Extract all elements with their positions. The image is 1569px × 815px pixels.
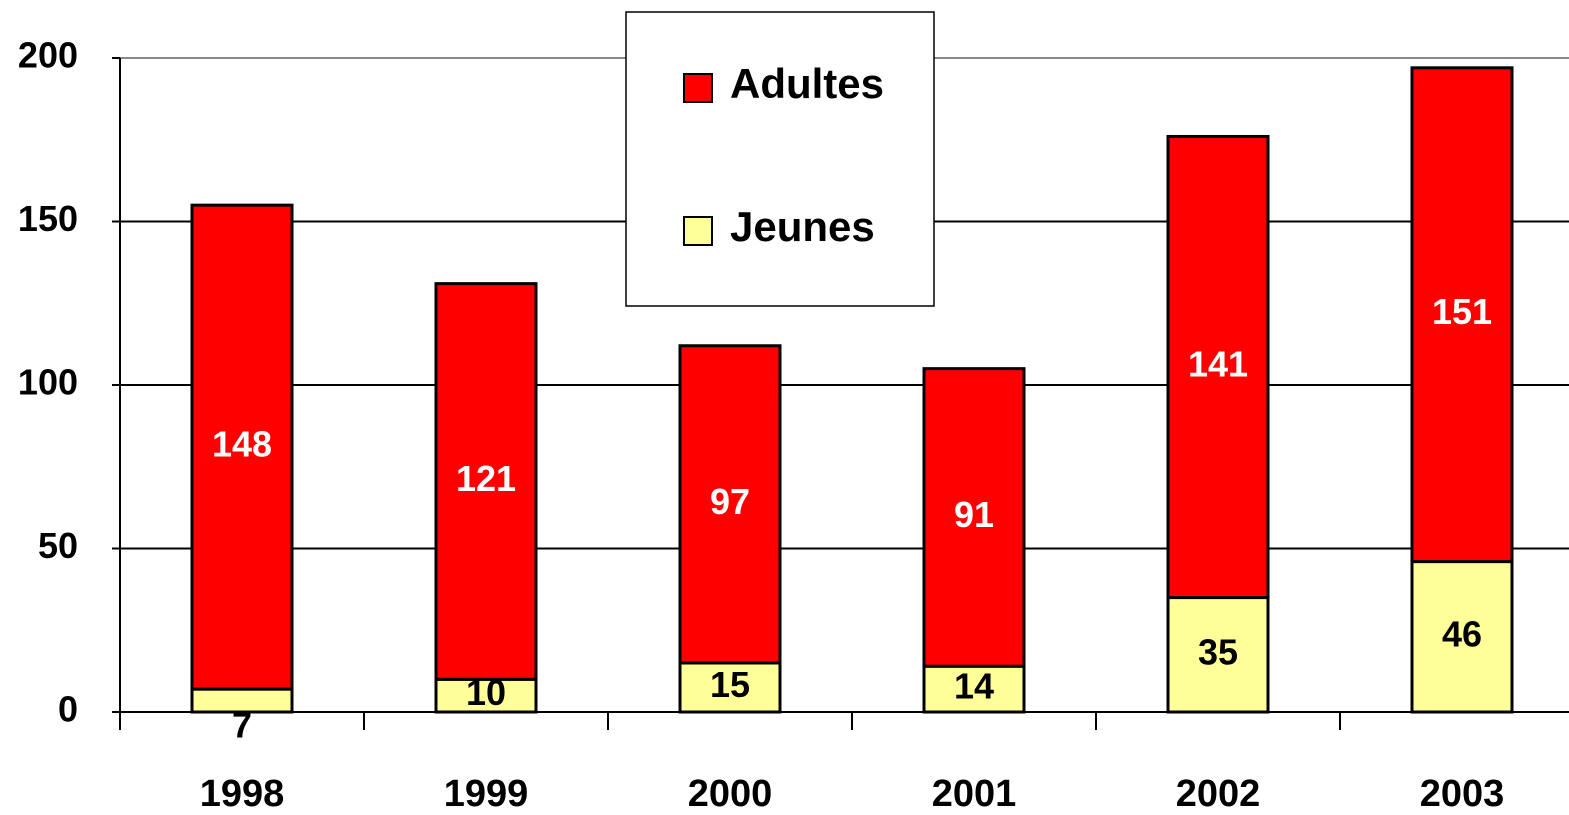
x-tick-label: 2001 bbox=[932, 773, 1017, 815]
bar-segment bbox=[190, 203, 294, 691]
y-tick-label: 100 bbox=[18, 362, 78, 403]
bar-segment bbox=[678, 661, 782, 714]
y-tick-label: 50 bbox=[38, 525, 78, 566]
data-label: 35 bbox=[1198, 631, 1238, 672]
bar-segment bbox=[434, 282, 538, 681]
bar-segment bbox=[678, 344, 782, 665]
data-label: 148 bbox=[212, 424, 272, 465]
bar-segment bbox=[1410, 560, 1514, 714]
data-label: 46 bbox=[1442, 613, 1482, 654]
x-tick-label: 2000 bbox=[688, 773, 773, 815]
x-tick-label: 2002 bbox=[1176, 773, 1261, 815]
data-label: 151 bbox=[1432, 291, 1492, 332]
data-label: 7 bbox=[232, 705, 252, 746]
legend-swatch bbox=[683, 73, 713, 103]
bar-segment bbox=[1410, 66, 1514, 564]
data-label: 141 bbox=[1188, 344, 1248, 385]
data-label: 15 bbox=[710, 664, 750, 705]
legend-box bbox=[625, 11, 935, 307]
legend-swatch bbox=[683, 216, 713, 246]
x-tick-label: 1998 bbox=[200, 773, 285, 815]
data-label: 14 bbox=[954, 666, 994, 707]
x-tick-label: 2003 bbox=[1420, 773, 1505, 815]
legend-label: Adultes bbox=[730, 60, 884, 107]
y-tick-label: 0 bbox=[58, 689, 78, 730]
bar-segment bbox=[1166, 134, 1270, 600]
bar-segment bbox=[1166, 596, 1270, 714]
y-tick-label: 200 bbox=[18, 35, 78, 76]
x-tick-label: 1999 bbox=[444, 773, 529, 815]
data-label: 91 bbox=[954, 494, 994, 535]
data-label: 97 bbox=[710, 481, 750, 522]
bar-segment bbox=[922, 367, 1026, 668]
legend-label: Jeunes bbox=[730, 203, 875, 250]
y-tick-label: 150 bbox=[18, 198, 78, 239]
bar-segment bbox=[434, 677, 538, 714]
bar-segment bbox=[922, 664, 1026, 714]
data-label: 121 bbox=[456, 458, 516, 499]
